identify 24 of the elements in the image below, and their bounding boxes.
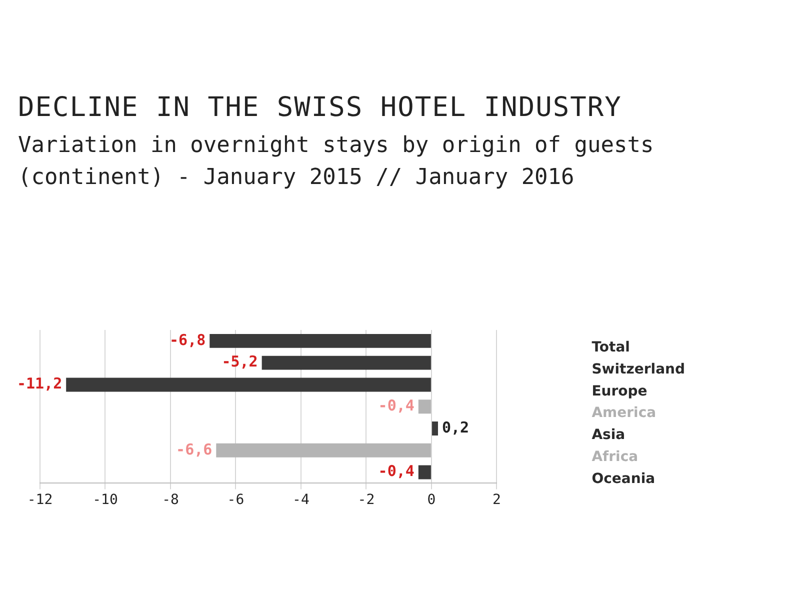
x-tick-label: 0 — [427, 492, 436, 508]
chart-subtitle: Variation in overnight stays by origin of guests (continent) - January 2015 // January 2016 — [18, 132, 655, 192]
x-tick-label: -10 — [92, 492, 118, 508]
y-tick-label: Asia — [592, 427, 626, 444]
x-tick-label: -12 — [27, 492, 53, 508]
y-tick-label: America — [592, 405, 656, 422]
data-label: -5,2 — [222, 352, 258, 371]
data-label: -0,4 — [378, 462, 414, 480]
data-label: -6,8 — [170, 330, 206, 349]
y-tick-label: Europe — [592, 383, 648, 400]
data-label: 0,2 — [442, 418, 470, 436]
y-tick-label: Total — [592, 340, 630, 356]
x-tick-label: -6 — [227, 492, 244, 508]
y-tick-label: Africa — [592, 449, 638, 466]
data-label: -0,4 — [378, 396, 414, 414]
x-tick-label: -8 — [162, 492, 179, 508]
x-tick-label: 2 — [492, 492, 501, 508]
chart-title: DECLINE IN THE SWISS HOTEL INDUSTRY — [18, 92, 622, 123]
data-label: -11,2 — [16, 374, 62, 393]
x-tick-label: -2 — [358, 492, 375, 508]
y-tick-label: Switzerland — [592, 361, 686, 378]
y-tick-label: Oceania — [592, 470, 656, 487]
data-label: -6,6 — [176, 440, 212, 458]
x-tick-label: -4 — [292, 492, 310, 508]
